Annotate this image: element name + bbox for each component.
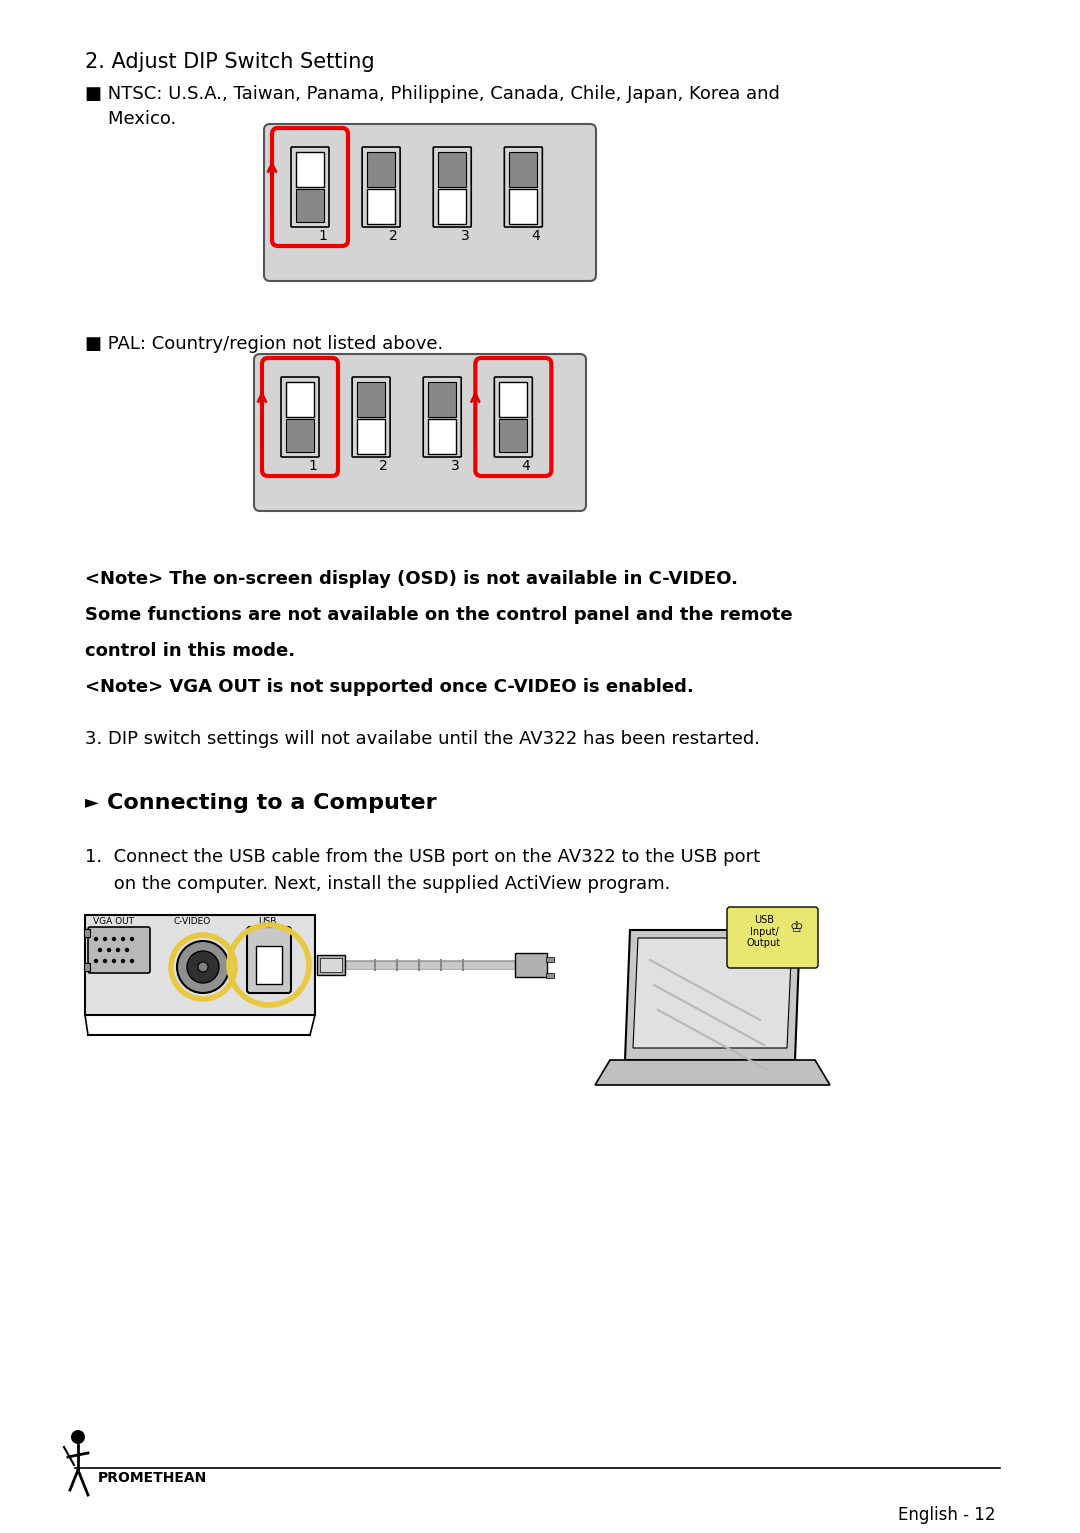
Text: <Note> The on-screen display (OSD) is not available in C-VIDEO.: <Note> The on-screen display (OSD) is no… — [85, 570, 738, 589]
Bar — [256, 946, 282, 984]
Text: Mexico.: Mexico. — [85, 110, 176, 127]
Circle shape — [112, 937, 117, 941]
Polygon shape — [625, 931, 800, 1059]
Circle shape — [198, 963, 208, 972]
Bar — [546, 973, 554, 978]
Bar — [318, 955, 345, 975]
FancyBboxPatch shape — [433, 147, 471, 227]
Bar — [499, 382, 527, 417]
FancyBboxPatch shape — [495, 377, 532, 457]
Circle shape — [130, 958, 134, 963]
Text: 2: 2 — [390, 228, 399, 244]
Text: <Note> VGA OUT is not supported once C-VIDEO is enabled.: <Note> VGA OUT is not supported once C-V… — [85, 678, 693, 696]
Text: 3: 3 — [450, 458, 459, 474]
Text: 3. DIP switch settings will not availabe until the AV322 has been restarted.: 3. DIP switch settings will not availabe… — [85, 730, 760, 748]
Text: 1: 1 — [308, 458, 318, 474]
Text: 3: 3 — [460, 228, 469, 244]
Text: English - 12: English - 12 — [897, 1505, 995, 1524]
Text: 1: 1 — [319, 228, 327, 244]
FancyBboxPatch shape — [423, 377, 461, 457]
FancyBboxPatch shape — [254, 354, 586, 510]
Text: USB: USB — [258, 917, 276, 926]
Bar — [367, 152, 395, 187]
Circle shape — [98, 947, 103, 952]
Bar — [320, 958, 342, 972]
Bar — [510, 152, 538, 187]
Circle shape — [103, 958, 107, 963]
Circle shape — [177, 941, 229, 993]
Circle shape — [187, 950, 219, 983]
Bar — [499, 419, 527, 452]
Polygon shape — [595, 1059, 831, 1085]
Bar — [367, 189, 395, 224]
Circle shape — [103, 937, 107, 941]
Bar — [510, 189, 538, 224]
Bar — [84, 929, 90, 937]
Bar — [438, 189, 467, 224]
Bar — [357, 382, 386, 417]
Circle shape — [130, 937, 134, 941]
Bar — [296, 189, 324, 222]
FancyBboxPatch shape — [281, 377, 319, 457]
Bar — [84, 963, 90, 970]
Text: 2: 2 — [379, 458, 388, 474]
FancyBboxPatch shape — [247, 927, 291, 993]
Text: ■ PAL: Country/region not listed above.: ■ PAL: Country/region not listed above. — [85, 336, 443, 353]
Text: 4: 4 — [522, 458, 530, 474]
Text: C-VIDEO: C-VIDEO — [173, 917, 211, 926]
FancyBboxPatch shape — [291, 147, 329, 227]
Text: ■ NTSC: U.S.A., Taiwan, Panama, Philippine, Canada, Chile, Japan, Korea and: ■ NTSC: U.S.A., Taiwan, Panama, Philippi… — [85, 84, 780, 103]
Text: PROMETHEAN: PROMETHEAN — [98, 1472, 207, 1485]
Text: 2. Adjust DIP Switch Setting: 2. Adjust DIP Switch Setting — [85, 52, 375, 72]
FancyBboxPatch shape — [362, 147, 400, 227]
FancyBboxPatch shape — [264, 124, 596, 281]
Text: control in this mode.: control in this mode. — [85, 642, 295, 661]
Circle shape — [125, 947, 130, 952]
Bar — [515, 954, 546, 977]
Circle shape — [121, 937, 125, 941]
Bar — [85, 915, 315, 1015]
Circle shape — [94, 937, 98, 941]
Bar — [438, 152, 467, 187]
Bar — [357, 419, 386, 454]
Text: ♔: ♔ — [789, 920, 804, 935]
Bar — [286, 419, 314, 452]
Polygon shape — [633, 938, 792, 1049]
Bar — [296, 152, 324, 187]
Circle shape — [116, 947, 120, 952]
Text: USB
Input/
Output: USB Input/ Output — [747, 915, 781, 949]
FancyBboxPatch shape — [504, 147, 542, 227]
Circle shape — [94, 958, 98, 963]
Circle shape — [121, 958, 125, 963]
FancyBboxPatch shape — [727, 908, 818, 967]
Text: Some functions are not available on the control panel and the remote: Some functions are not available on the … — [85, 606, 793, 624]
Text: 1.  Connect the USB cable from the USB port on the AV322 to the USB port: 1. Connect the USB cable from the USB po… — [85, 848, 760, 866]
Text: Connecting to a Computer: Connecting to a Computer — [107, 793, 436, 812]
Bar — [429, 419, 456, 454]
Text: VGA OUT: VGA OUT — [93, 917, 134, 926]
Bar — [286, 382, 314, 417]
Text: 4: 4 — [531, 228, 540, 244]
Bar — [546, 957, 554, 963]
FancyBboxPatch shape — [87, 927, 150, 973]
FancyBboxPatch shape — [352, 377, 390, 457]
Circle shape — [71, 1430, 85, 1444]
Text: on the computer. Next, install the supplied ActiView program.: on the computer. Next, install the suppl… — [85, 875, 671, 894]
Text: ►: ► — [85, 793, 99, 811]
Circle shape — [107, 947, 111, 952]
Circle shape — [112, 958, 117, 963]
Bar — [429, 382, 456, 417]
